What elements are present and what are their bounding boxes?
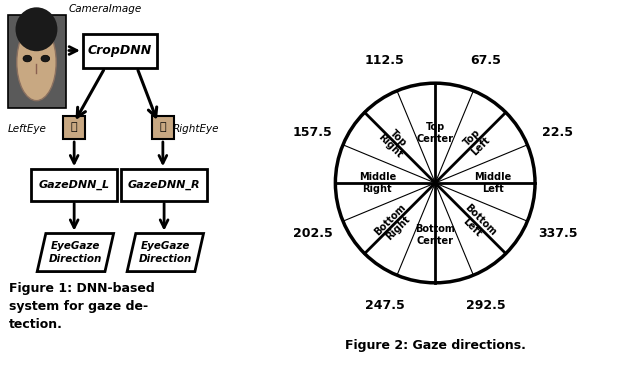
Ellipse shape xyxy=(41,55,50,62)
Text: Top
Right: Top Right xyxy=(376,124,412,160)
FancyBboxPatch shape xyxy=(152,116,174,139)
Text: 112.5: 112.5 xyxy=(365,54,404,67)
Text: 292.5: 292.5 xyxy=(466,299,506,312)
Text: Bottom
Right: Bottom Right xyxy=(372,202,416,246)
Text: 247.5: 247.5 xyxy=(365,299,404,312)
Ellipse shape xyxy=(17,24,56,101)
Text: 337.5: 337.5 xyxy=(538,227,578,240)
Text: GazeDNN_R: GazeDNN_R xyxy=(128,180,200,190)
Text: RightEye: RightEye xyxy=(173,124,220,134)
Polygon shape xyxy=(127,234,204,272)
FancyBboxPatch shape xyxy=(31,169,117,201)
Text: 202.5: 202.5 xyxy=(292,227,332,240)
Text: Middle
Right: Middle Right xyxy=(358,172,396,194)
Text: Bottom
Left: Bottom Left xyxy=(454,202,498,246)
Text: Bottom
Center: Bottom Center xyxy=(415,224,455,246)
Polygon shape xyxy=(37,234,113,272)
Text: EyeGaze
Direction: EyeGaze Direction xyxy=(139,241,192,264)
Text: 67.5: 67.5 xyxy=(470,54,502,67)
Text: EyeGaze
Direction: EyeGaze Direction xyxy=(49,241,102,264)
Circle shape xyxy=(335,83,535,283)
Text: CameraImage: CameraImage xyxy=(68,4,141,14)
Ellipse shape xyxy=(23,55,31,62)
Ellipse shape xyxy=(15,7,58,51)
Text: 👁: 👁 xyxy=(159,122,166,132)
Text: 157.5: 157.5 xyxy=(292,126,332,139)
FancyBboxPatch shape xyxy=(121,169,207,201)
Text: Figure 2: Gaze directions.: Figure 2: Gaze directions. xyxy=(345,339,525,352)
Text: Middle
Left: Middle Left xyxy=(474,172,512,194)
Text: Figure 1: DNN-based
system for gaze de-
tection.: Figure 1: DNN-based system for gaze de- … xyxy=(9,282,155,331)
FancyBboxPatch shape xyxy=(63,116,85,139)
Text: Top
Left: Top Left xyxy=(461,127,492,157)
Text: 22.5: 22.5 xyxy=(542,126,573,139)
FancyBboxPatch shape xyxy=(8,15,65,108)
Text: 👁: 👁 xyxy=(71,122,77,132)
Text: GazeDNN_L: GazeDNN_L xyxy=(38,180,109,190)
Text: LeftEye: LeftEye xyxy=(8,124,47,134)
FancyBboxPatch shape xyxy=(83,34,157,68)
Text: Top
Center: Top Center xyxy=(417,122,454,144)
Text: CropDNN: CropDNN xyxy=(88,44,152,57)
